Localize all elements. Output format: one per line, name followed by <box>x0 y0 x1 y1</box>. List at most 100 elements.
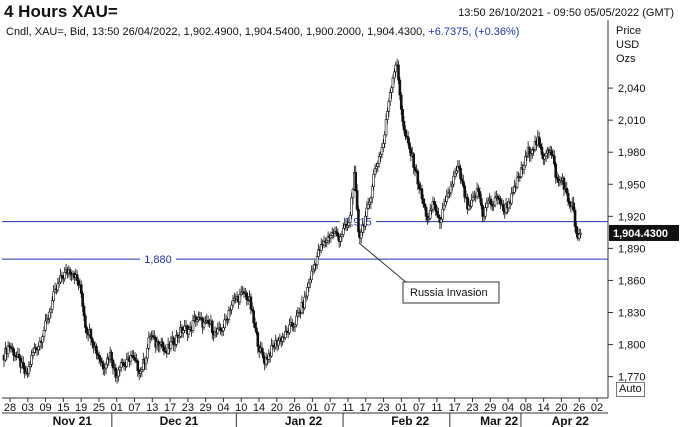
candle-body <box>357 208 360 233</box>
x-tick-label: 26 <box>288 402 300 414</box>
candle-body <box>307 282 311 288</box>
current-price-label: 1,904.4300 <box>613 228 668 240</box>
y-tick-label: 2,010 <box>618 115 646 127</box>
candle-body <box>60 275 64 279</box>
candle-body <box>499 199 502 205</box>
candle-body <box>351 189 355 199</box>
candle-body <box>56 283 60 291</box>
x-tick-label: 26 <box>573 402 585 414</box>
price-change: +6.7375, (+0.36%) <box>428 26 520 38</box>
candle-body <box>340 234 344 238</box>
candle-body <box>435 210 439 215</box>
x-tick-label: 15 <box>57 402 69 414</box>
candle-body <box>270 344 273 357</box>
candle-body <box>364 215 367 227</box>
candle-body <box>206 320 210 324</box>
candle-body <box>310 270 313 281</box>
candle-body <box>41 336 44 343</box>
candle-body <box>423 203 426 208</box>
auto-scale-button[interactable]: Auto <box>616 382 645 397</box>
candle-body <box>522 165 526 170</box>
candle-body <box>122 362 126 366</box>
x-tick-label: 08 <box>520 402 532 414</box>
candle-body <box>486 200 490 204</box>
candle-body <box>350 197 353 216</box>
x-tick-label: 07 <box>413 402 425 414</box>
x-axis: 28 03 09 15 19 25 01 07 13 17 23 29 04 10 14 20 26 01 07 11… <box>4 398 603 427</box>
candle-body <box>342 227 345 235</box>
candle-body <box>543 155 546 160</box>
x-tick-label: 23 <box>466 402 478 414</box>
candle-body <box>348 214 352 223</box>
candle-body <box>553 155 556 165</box>
candle-body <box>434 204 438 212</box>
candle-body <box>249 296 253 310</box>
candle-body <box>339 236 342 242</box>
candle-body <box>118 366 122 371</box>
candle-body <box>42 329 46 338</box>
x-tick-label: 02 <box>591 402 603 414</box>
candle-body <box>402 121 406 131</box>
candle-body <box>398 79 402 96</box>
candle-body <box>394 64 398 73</box>
candle-body <box>459 167 462 180</box>
candle-body <box>365 207 369 217</box>
candle-body <box>397 64 400 81</box>
candle-body <box>63 272 66 279</box>
candle-body <box>386 111 389 120</box>
candle-body <box>329 235 333 239</box>
candle-body <box>471 197 475 201</box>
month-label: Jan 22 <box>285 414 323 427</box>
x-tick-label: 23 <box>182 402 194 414</box>
current-price-box <box>609 224 679 241</box>
y-tick-label: 1,830 <box>618 308 646 320</box>
x-tick-label: 13 <box>146 402 158 414</box>
candle-body <box>48 311 51 319</box>
candle-body <box>393 71 396 79</box>
candle-body <box>379 154 382 157</box>
candle-body <box>562 177 566 190</box>
candle-body <box>404 129 407 137</box>
y-tick-label: 1,890 <box>618 243 646 255</box>
candle-body <box>445 195 449 203</box>
candle-body <box>44 320 47 331</box>
candle-body <box>162 346 166 352</box>
candle-body <box>568 201 571 204</box>
candle-body <box>68 269 72 275</box>
candle-body <box>31 352 35 356</box>
candle-body <box>479 197 483 206</box>
month-label: Nov 21 <box>53 414 93 427</box>
candle-body <box>347 222 351 226</box>
candle-body <box>484 207 487 217</box>
x-tick-label: 11 <box>431 402 442 414</box>
y-tick-label: 1,950 <box>618 179 646 191</box>
candle-body <box>377 156 381 164</box>
x-tick-label: 01 <box>395 402 407 414</box>
annotation-label: Russia Invasion <box>410 287 488 299</box>
candle-body <box>222 327 225 332</box>
x-tick-label: 14 <box>253 402 265 414</box>
candle-body <box>81 293 84 307</box>
y-tick-label: 1,860 <box>618 275 646 287</box>
candle-body <box>82 305 86 317</box>
candle-body <box>420 188 424 200</box>
candle-body <box>433 201 436 205</box>
candle-body <box>444 201 447 206</box>
x-tick-label: 25 <box>93 402 105 414</box>
candle-body <box>572 202 575 211</box>
x-tick-label: 07 <box>324 402 336 414</box>
candle-body <box>485 202 489 209</box>
candle-body <box>125 359 129 367</box>
candle-body <box>79 284 83 294</box>
candle-body <box>462 180 465 187</box>
candle-body <box>308 279 312 284</box>
candle-body <box>27 366 31 374</box>
level-label-bg <box>140 252 176 267</box>
level-label: 1,880 <box>144 254 172 266</box>
candle-body <box>539 144 542 148</box>
candle-body <box>455 170 458 174</box>
candle-body <box>550 150 553 156</box>
candle-body <box>573 210 577 227</box>
